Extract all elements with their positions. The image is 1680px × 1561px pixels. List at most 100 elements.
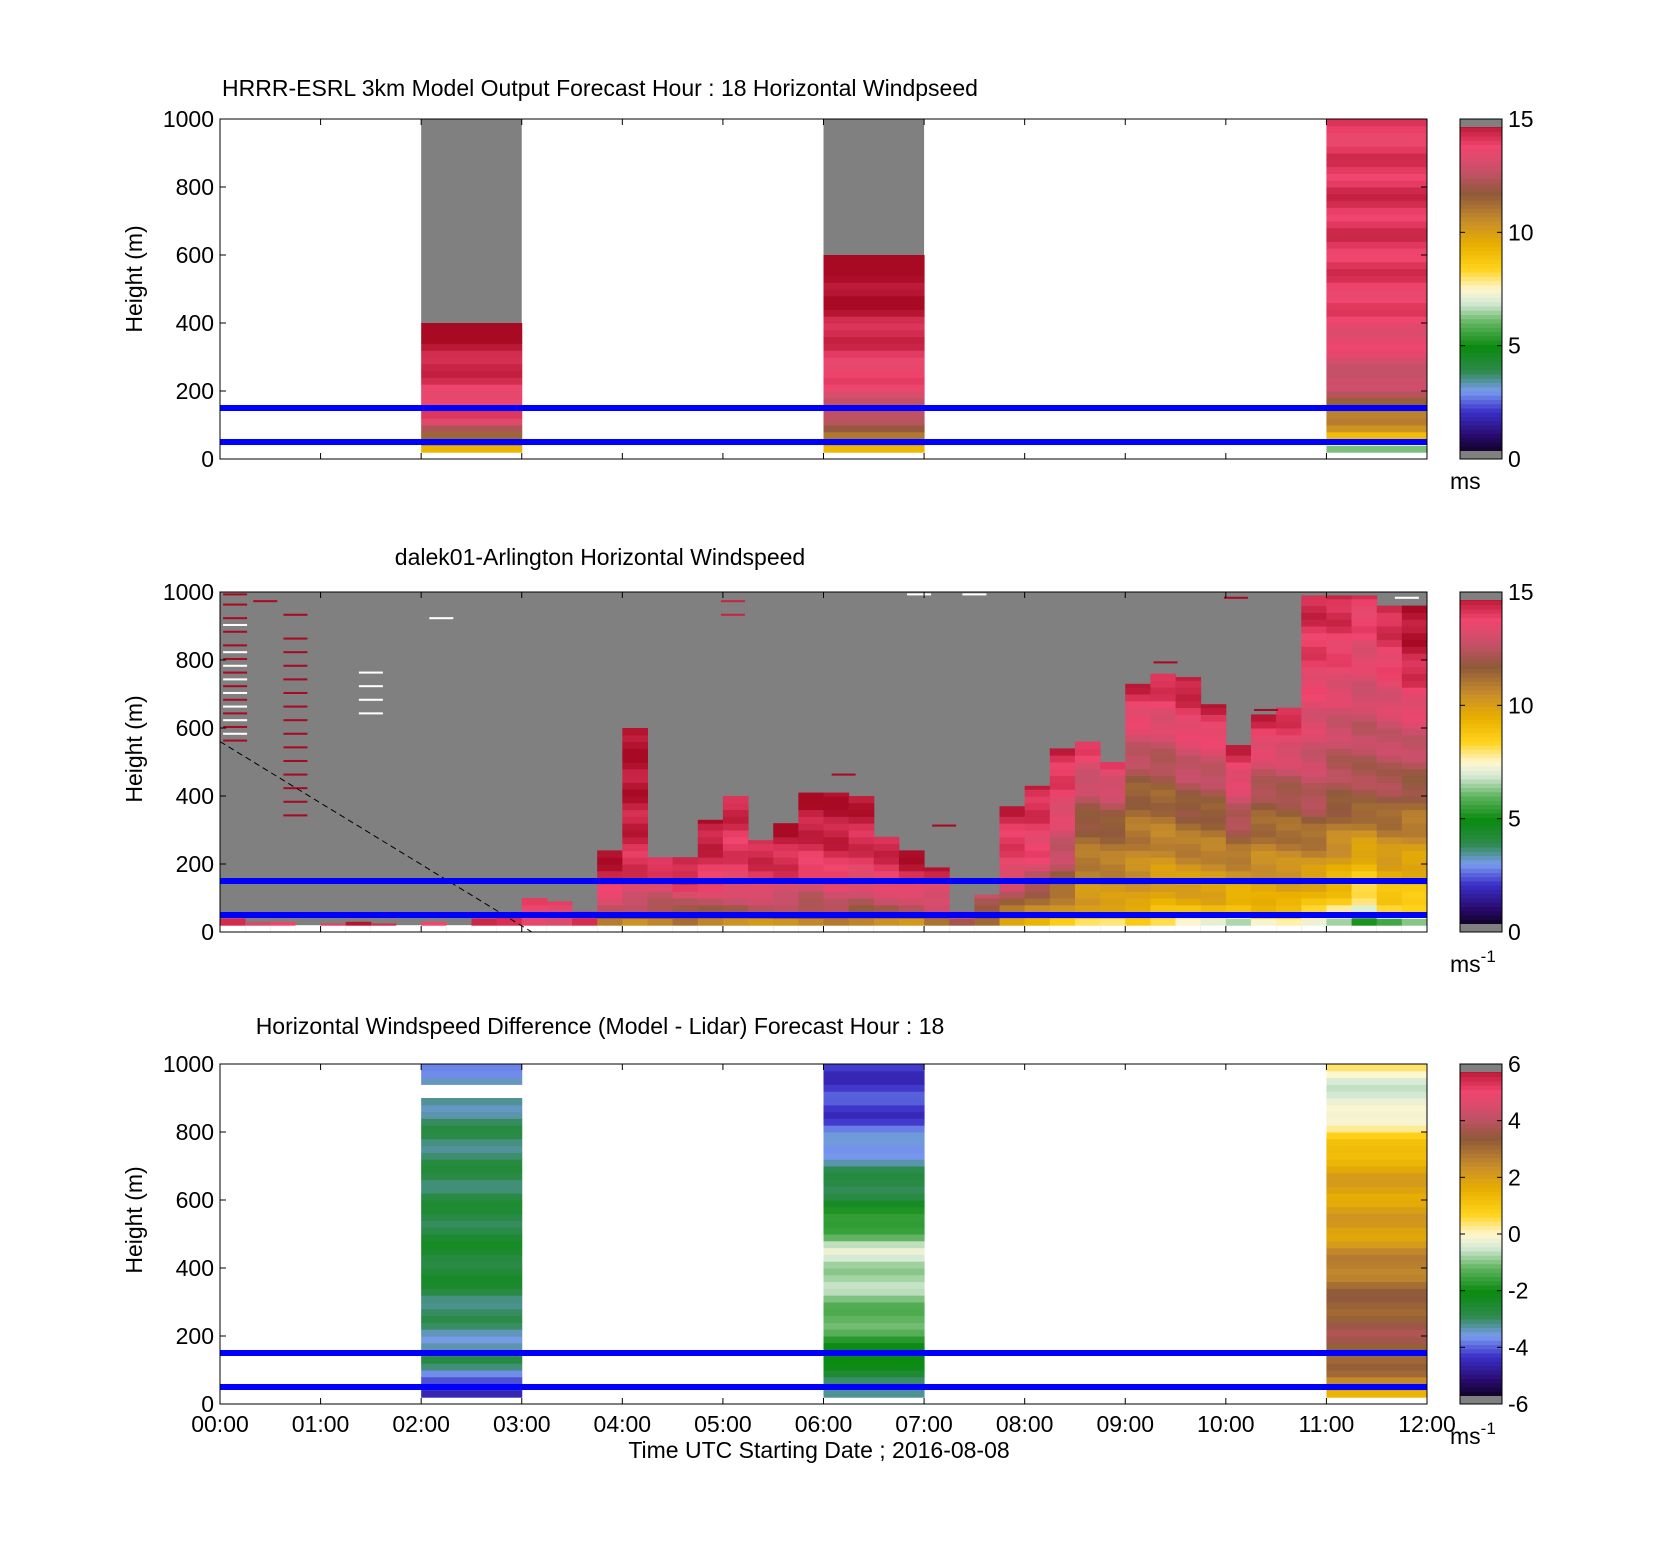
data-cell (1049, 762, 1076, 770)
data-cell (1351, 884, 1378, 892)
data-cell (1401, 653, 1428, 661)
data-cell (1401, 782, 1428, 790)
data-cell (245, 925, 271, 932)
colorbar-segment (1460, 412, 1502, 417)
colorbar-unit: ms (1450, 468, 1481, 494)
data-cell (1100, 796, 1126, 804)
data-cell (1301, 680, 1327, 688)
data-cell (622, 802, 648, 811)
data-cell (1125, 823, 1151, 831)
data-cell (1326, 816, 1353, 824)
data-cell (1125, 734, 1151, 743)
data-cell (1326, 1104, 1428, 1113)
data-cell (1225, 762, 1252, 770)
data-cell (798, 816, 824, 824)
data-cell (1200, 904, 1227, 913)
panel-title: Horizontal Windspeed Difference (Model -… (256, 1013, 945, 1039)
data-cell (1049, 925, 1075, 932)
data-cell (1175, 830, 1202, 838)
data-cell (1401, 721, 1428, 729)
data-cell (1351, 904, 1378, 913)
data-cell (1401, 802, 1428, 811)
data-cell (1175, 823, 1202, 831)
data-cell (1326, 891, 1353, 899)
colorbar-segment (1460, 685, 1502, 691)
sparse-cell (223, 739, 248, 742)
colorbar-segment (1460, 634, 1502, 640)
data-cell (1326, 241, 1428, 249)
data-cell (1401, 612, 1428, 620)
data-cell (1200, 755, 1227, 763)
data-cell (1301, 673, 1327, 681)
data-cell (1049, 904, 1076, 913)
data-cell (1301, 666, 1327, 675)
data-cell (898, 870, 925, 879)
data-cell (1175, 864, 1202, 872)
data-cell (1376, 762, 1403, 770)
data-cell (1024, 785, 1051, 790)
data-cell (798, 884, 824, 892)
data-cell (270, 921, 296, 926)
data-cell (1049, 796, 1076, 804)
data-cell (1376, 728, 1403, 736)
colorbar-segment (1460, 898, 1502, 903)
data-cell (1301, 830, 1327, 838)
data-cell (1326, 227, 1428, 236)
colorbar-segment (1460, 672, 1502, 678)
data-cell (1326, 207, 1428, 215)
colorbar-segment (1460, 191, 1502, 196)
data-cell (748, 891, 774, 899)
colorbar-segment (1460, 702, 1502, 708)
data-cell (974, 925, 1000, 932)
data-cell (1326, 782, 1353, 790)
y-tick-label: 0 (201, 919, 214, 945)
colorbar-segment (1460, 301, 1502, 307)
data-cell (496, 918, 523, 926)
x-ticks: 00:00 01:00 02:00 03:00 04:00 05:00 06:00 07:00… (191, 1064, 1456, 1437)
data-cell (873, 925, 899, 932)
colorbar-tick-label: -6 (1508, 1391, 1528, 1417)
data-cell (1351, 755, 1378, 763)
data-cell (1024, 891, 1051, 899)
colorbar-segment (1460, 212, 1502, 218)
y-tick-label: 1000 (163, 1051, 214, 1077)
data-cell (1024, 816, 1051, 824)
data-cell (1376, 823, 1403, 831)
data-cell (1150, 768, 1177, 777)
data-cell (1326, 925, 1352, 932)
y-axis-label: Height (m) (121, 1166, 147, 1273)
data-cell (421, 1206, 523, 1215)
data-cell (848, 830, 875, 838)
data-cell (1326, 411, 1428, 419)
colorbar-segment (1460, 344, 1502, 349)
data-cell (1376, 714, 1403, 722)
data-cell (1225, 904, 1252, 913)
data-cell (1351, 925, 1377, 932)
data-cell (1276, 748, 1302, 756)
data-cell (823, 1254, 925, 1262)
data-cell (1301, 748, 1327, 756)
data-cell (1326, 357, 1428, 365)
data-cell (597, 904, 623, 913)
data-cell (1225, 796, 1252, 804)
data-cell (1326, 700, 1353, 709)
data-cell (597, 850, 623, 858)
sparse-cell (223, 698, 248, 701)
colorbar-segment (1460, 408, 1502, 413)
data-cell (1175, 734, 1202, 743)
data-cell (773, 925, 799, 932)
data-cell (421, 1227, 523, 1235)
data-cell (1326, 1322, 1428, 1330)
data-cell (1301, 850, 1327, 858)
colorbar-tick-label: -2 (1508, 1278, 1528, 1304)
data-cell (1351, 850, 1378, 858)
sparse-cell (283, 800, 308, 803)
data-cell (1049, 864, 1076, 872)
data-cell (1326, 1077, 1428, 1085)
data-cell (1376, 626, 1403, 634)
data-cell (647, 925, 673, 932)
data-cell (1276, 830, 1302, 838)
data-cell (1326, 1329, 1428, 1337)
data-cell (1074, 898, 1101, 906)
colorbar-segment (1460, 855, 1502, 861)
